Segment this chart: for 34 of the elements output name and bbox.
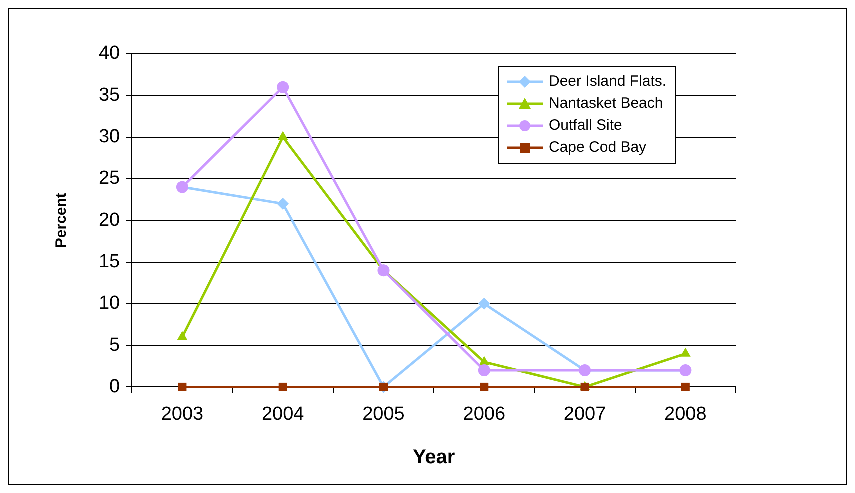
y-tick-label: 0 [110, 376, 120, 398]
point [278, 131, 288, 140]
x-tick-label: 2005 [362, 404, 405, 425]
point [277, 81, 290, 94]
legend-label: Deer Island Flats. [549, 72, 667, 92]
x-tick-label: 2004 [262, 404, 305, 425]
point [479, 356, 490, 366]
point [378, 264, 390, 277]
x-axis-title: Year [412, 446, 456, 469]
point [178, 382, 187, 392]
point [478, 298, 490, 310]
legend-label: Cape Cod Bay [549, 138, 647, 158]
y-tick-label: 15 [98, 251, 120, 272]
point [177, 331, 188, 340]
y-tick-label: 30 [98, 126, 120, 148]
y-tick-label: 10 [98, 293, 120, 314]
y-tick-label: 20 [98, 210, 120, 231]
x-tick-label: 2003 [161, 404, 204, 425]
y-axis-title: Percent [53, 193, 70, 248]
point [681, 382, 690, 392]
y-tick-label: 5 [110, 334, 120, 356]
x-tick-label: 2007 [564, 404, 606, 425]
point [478, 364, 490, 377]
point [480, 382, 489, 392]
legend-label: Outfall Site [549, 116, 622, 136]
y-tick-label: 25 [98, 168, 120, 190]
point [277, 198, 290, 210]
x-tick-label: 2006 [463, 404, 506, 425]
x-tick-label: 2008 [664, 404, 707, 425]
y-tick-label: 35 [98, 84, 120, 106]
legend-label: Nantasket Beach [549, 94, 664, 114]
point [680, 348, 691, 357]
point [278, 382, 288, 392]
y-tick-label: 40 [98, 43, 120, 64]
